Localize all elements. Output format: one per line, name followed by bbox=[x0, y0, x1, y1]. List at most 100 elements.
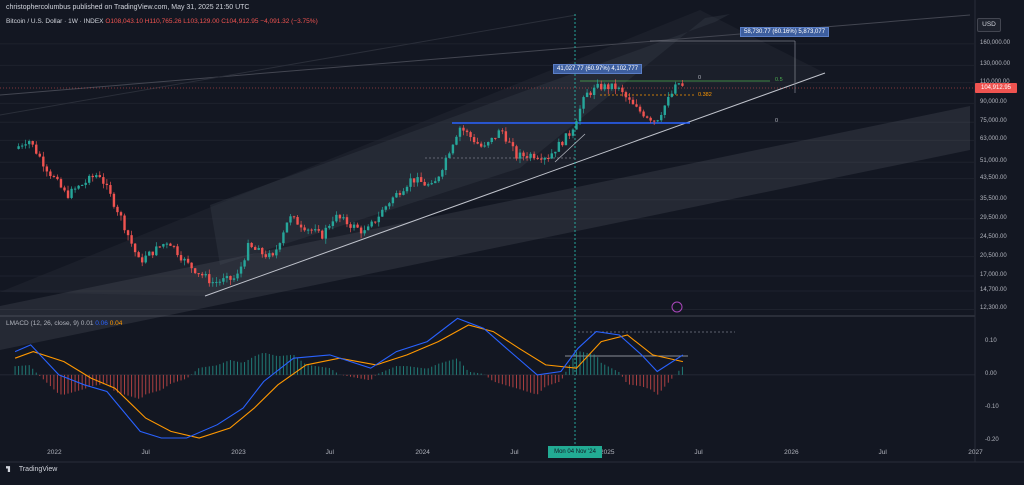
candle-body bbox=[289, 216, 292, 223]
candle-body bbox=[518, 152, 522, 159]
candle-body bbox=[557, 141, 561, 152]
candle-body bbox=[130, 235, 133, 244]
symbol-title[interactable]: Bitcoin / U.S. Dollar · 1W · INDEX bbox=[6, 18, 104, 25]
candle-body bbox=[17, 146, 20, 149]
macd-tick-label: 0.10 bbox=[985, 337, 997, 344]
candle-body bbox=[494, 137, 497, 139]
candle-body bbox=[66, 190, 70, 198]
time-tick-label: 2024 bbox=[415, 449, 430, 456]
candle-body bbox=[239, 266, 243, 274]
candle-body bbox=[345, 217, 349, 225]
last-price-tag: 104,912.95 bbox=[975, 83, 1017, 93]
candle-body bbox=[324, 227, 327, 239]
candle-body bbox=[550, 153, 553, 159]
candle-body bbox=[215, 281, 218, 283]
ohlc-values: O108,043.10 H110,765.26 L103,129.00 C104… bbox=[105, 18, 318, 25]
candle-body bbox=[663, 105, 666, 115]
candle-body bbox=[169, 243, 172, 246]
candle-body bbox=[176, 246, 179, 256]
time-tick-label: 2025 bbox=[600, 449, 615, 456]
candle-body bbox=[77, 185, 80, 189]
candle-body bbox=[211, 282, 215, 284]
price-tick-label: 43,500.00 bbox=[980, 174, 1007, 181]
price-tick-label: 29,500.00 bbox=[980, 214, 1007, 221]
candle-body bbox=[70, 188, 73, 198]
candle-body bbox=[621, 87, 624, 93]
candle-body bbox=[624, 92, 628, 98]
candle-body bbox=[532, 153, 536, 159]
candle-body bbox=[285, 222, 289, 233]
candle-body bbox=[95, 175, 98, 178]
candle-body bbox=[349, 224, 352, 228]
candle-body bbox=[543, 157, 546, 160]
candle-body bbox=[299, 224, 303, 228]
candle-body bbox=[391, 197, 395, 204]
candle-body bbox=[405, 186, 409, 192]
candle-body bbox=[109, 185, 112, 194]
candle-body bbox=[314, 229, 317, 231]
candle-body bbox=[158, 246, 162, 248]
candle-body bbox=[335, 214, 338, 222]
candle-body bbox=[98, 175, 102, 178]
candle-body bbox=[645, 116, 649, 118]
time-tick-label: 2026 bbox=[784, 449, 799, 456]
candle-body bbox=[27, 141, 31, 145]
candle-body bbox=[80, 184, 84, 186]
price-tick-label: 35,500.00 bbox=[980, 195, 1007, 202]
candle-body bbox=[617, 87, 621, 89]
candle-body bbox=[116, 206, 119, 213]
candle-body bbox=[292, 216, 296, 218]
currency-button[interactable]: USD bbox=[977, 18, 1001, 32]
candle-body bbox=[437, 176, 440, 182]
candle-body bbox=[430, 183, 433, 185]
candle-body bbox=[490, 137, 493, 143]
candle-body bbox=[395, 193, 398, 198]
publisher-header: christophercolumbus published on Trading… bbox=[6, 4, 250, 11]
candle-body bbox=[20, 145, 24, 147]
candle-body bbox=[578, 108, 582, 122]
fib-label-0-top: 0 bbox=[698, 75, 702, 81]
candle-body bbox=[465, 130, 469, 133]
time-tick-label: Jul bbox=[878, 449, 887, 456]
candle-body bbox=[642, 111, 645, 117]
candle-body bbox=[592, 87, 596, 96]
candle-body bbox=[137, 252, 140, 258]
candle-body bbox=[296, 217, 299, 225]
price-tick-label: 24,500.00 bbox=[980, 234, 1007, 241]
candle-body bbox=[374, 221, 377, 223]
candle-body bbox=[359, 227, 363, 234]
candle-body bbox=[536, 158, 539, 160]
candle-body bbox=[388, 203, 391, 207]
candle-body bbox=[508, 141, 511, 143]
time-tick-label: Jul bbox=[694, 449, 703, 456]
candle-body bbox=[257, 247, 260, 250]
price-tick-label: 130,000.00 bbox=[980, 61, 1011, 68]
candle-body bbox=[681, 83, 684, 86]
candle-body bbox=[303, 227, 306, 231]
candle-body bbox=[628, 97, 631, 100]
footer-brand-label: TradingView bbox=[18, 466, 58, 473]
symbol-legend: Bitcoin / U.S. Dollar · 1W · INDEX O108,… bbox=[6, 18, 318, 25]
time-tick-label: 2023 bbox=[231, 449, 246, 456]
candle-body bbox=[119, 212, 123, 216]
macd-value-1: 0.01 bbox=[80, 320, 94, 327]
candle-body bbox=[434, 181, 437, 184]
candle-body bbox=[416, 177, 419, 183]
macd-tick-label: -0.20 bbox=[985, 437, 999, 444]
fib-label-0-low: 0 bbox=[775, 118, 779, 124]
candle-body bbox=[236, 273, 239, 279]
candle-body bbox=[377, 216, 380, 223]
candle-body bbox=[444, 157, 448, 171]
candle-body bbox=[596, 83, 599, 88]
candle-body bbox=[197, 273, 200, 275]
candle-body bbox=[105, 183, 109, 186]
candle-body bbox=[282, 232, 285, 244]
macd-title[interactable]: LMACD (12, 26, close, 9) bbox=[6, 320, 79, 327]
candle-body bbox=[264, 254, 267, 258]
candle-body bbox=[582, 97, 585, 109]
candle-body bbox=[172, 245, 176, 247]
candle-body bbox=[677, 83, 681, 85]
candle-body bbox=[511, 142, 515, 147]
